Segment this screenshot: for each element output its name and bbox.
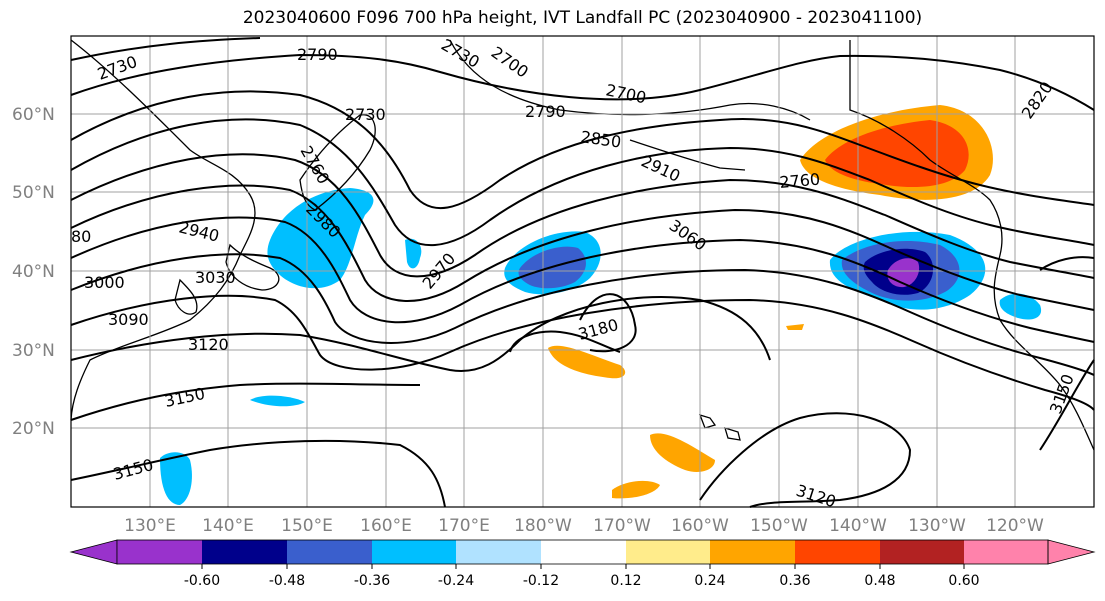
lon-label: 130°E: [124, 516, 176, 536]
lat-label-50n: 50°N: [12, 183, 55, 203]
colorbar-tick-label: 0.60: [948, 573, 979, 589]
colorbar-outline: [116, 539, 1049, 565]
colorbar-tick-label: -0.60: [184, 573, 220, 589]
latitude-labels: 60°N 50°N 40°N 30°N 20°N: [12, 105, 55, 439]
coastlines: [70, 39, 1095, 451]
colorbar-tick-label: -0.24: [438, 573, 474, 589]
lon-label: 160°E: [360, 516, 412, 536]
longitude-labels: 130°E 140°E 150°E 160°E 170°E 180°W 170°…: [124, 516, 1044, 536]
colorbar-segment: [710, 540, 795, 564]
contour-label: 80: [71, 227, 91, 246]
colorbar-tick-label: 0.24: [694, 573, 725, 589]
colorbar-tick-label: -0.12: [523, 573, 559, 589]
contour-label: 2730: [345, 105, 386, 124]
colorbar-lower-extend: [69, 539, 118, 565]
colorbar-tick-label: -0.36: [354, 573, 390, 589]
colorbar-segment: [964, 540, 1048, 564]
colorbar-segment: [626, 540, 710, 564]
contour-label: 3120: [188, 335, 229, 354]
contour-label: 3030: [195, 268, 236, 287]
colorbar-segment: [456, 540, 541, 564]
lon-label: 160°W: [671, 516, 729, 536]
colorbar-tick-label: 0.12: [610, 573, 641, 589]
lon-label: 150°W: [750, 516, 808, 536]
colorbar-segment: [372, 540, 456, 564]
colorbar-tick-label: 0.36: [779, 573, 810, 589]
lon-label: 140°W: [829, 516, 887, 536]
lat-label-60n: 60°N: [12, 105, 55, 125]
contour-label: 2790: [297, 45, 338, 64]
colorbar-segment: [202, 540, 287, 564]
lat-label-30n: 30°N: [12, 341, 55, 361]
colorbar-segment: [117, 540, 202, 564]
colorbar-upper-extend: [1047, 539, 1096, 565]
colorbar-segment: [795, 540, 880, 564]
lon-label: 130°W: [908, 516, 966, 536]
lon-label: 170°E: [438, 516, 490, 536]
contour-label: 2790: [525, 102, 566, 121]
contour-label: 2760: [779, 170, 821, 192]
map-frame: [70, 35, 1095, 508]
lat-label-20n: 20°N: [12, 419, 55, 439]
contour-label: 3090: [108, 310, 149, 329]
colorbar-segment: [541, 540, 626, 564]
contour-label: 3000: [84, 273, 125, 292]
lon-label: 140°E: [202, 516, 254, 536]
lon-label: 180°W: [514, 516, 572, 536]
lon-label: 150°E: [281, 516, 333, 536]
colorbar-tick-label: -0.48: [269, 573, 305, 589]
lon-label: 120°W: [986, 516, 1044, 536]
colorbar-segment: [287, 540, 372, 564]
lat-label-40n: 40°N: [12, 262, 55, 282]
colorbar-segment: [880, 540, 964, 564]
graticule: [71, 36, 1094, 507]
colorbar: -0.60 -0.48 -0.36 -0.24 -0.12 0.12 0.24 …: [69, 539, 1096, 589]
map-title: 2023040600 F096 700 hPa height, IVT Land…: [242, 8, 923, 28]
lon-label: 170°W: [593, 516, 651, 536]
height-contours: [70, 37, 1095, 508]
colorbar-tick-label: 0.48: [864, 573, 895, 589]
ivt-shading: [160, 105, 1042, 505]
